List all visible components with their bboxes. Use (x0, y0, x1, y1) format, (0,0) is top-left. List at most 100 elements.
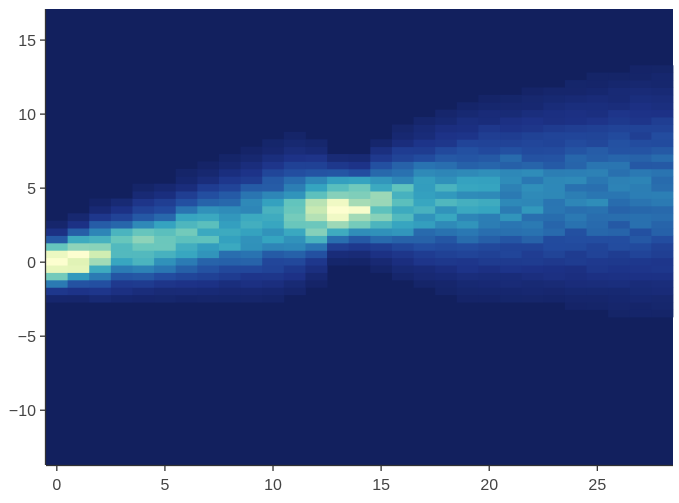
heatmap-cell (154, 250, 177, 259)
heatmap-cell (348, 250, 371, 259)
heatmap-cell (370, 213, 393, 222)
heatmap-cell (67, 250, 90, 259)
heatmap-cell (586, 109, 609, 118)
heatmap-cell (478, 139, 501, 148)
heatmap-cell (435, 154, 458, 162)
y-tick-label: 0 (27, 255, 36, 272)
heatmap-cell (564, 168, 587, 177)
heatmap-cell (218, 205, 241, 214)
heatmap-cell (240, 168, 263, 177)
heatmap-cell (67, 235, 90, 244)
x-tick-label: 25 (588, 477, 606, 494)
heatmap-cell (651, 228, 674, 236)
heatmap-cell (327, 191, 350, 199)
heatmap-cell (435, 228, 458, 236)
heatmap-cell (651, 80, 674, 88)
heatmap-cell (240, 287, 263, 296)
heatmap-cell (218, 168, 241, 177)
heatmap-cell (110, 235, 133, 244)
heatmap-cell (435, 220, 458, 229)
heatmap-cell (132, 257, 155, 266)
heatmap-cell (500, 250, 523, 259)
heatmap-cell (586, 161, 609, 170)
heatmap-cell (327, 205, 350, 214)
heatmap-cell (586, 205, 609, 214)
heatmap-cell (586, 183, 609, 192)
heatmap-cell (478, 94, 501, 103)
heatmap-cell (478, 102, 501, 111)
heatmap-cell (391, 154, 414, 162)
heatmap-cell (89, 272, 112, 281)
heatmap-cell (629, 265, 652, 273)
heatmap-cell (500, 198, 523, 207)
heatmap-cell (456, 176, 479, 185)
heatmap-cell (629, 242, 652, 251)
heatmap-cell (564, 279, 587, 288)
heatmap-cell (218, 242, 241, 251)
heatmap-cell (629, 65, 652, 74)
heatmap-cell (110, 272, 133, 281)
heatmap-cell (586, 242, 609, 251)
heatmap-cell (154, 228, 177, 236)
heatmap-cell (608, 146, 631, 155)
heatmap-cell (478, 235, 501, 244)
heatmap-cell (154, 287, 177, 296)
y-axis: −10 −5 0 5 10 15 (9, 9, 47, 465)
heatmap-cell (564, 161, 587, 170)
heatmap-cell (543, 191, 566, 199)
heatmap-cell (435, 205, 458, 214)
heatmap-cell (46, 220, 69, 229)
heatmap-cell (370, 220, 393, 229)
heatmap-cell (543, 265, 566, 273)
heatmap-cell (110, 228, 133, 236)
heatmap-cell (651, 102, 674, 111)
heatmap-cell (543, 117, 566, 125)
heatmap-cell (543, 213, 566, 222)
heatmap-cell (175, 272, 198, 281)
heatmap-cell (262, 191, 285, 199)
heatmap-cell (543, 94, 566, 103)
heatmap-cell (154, 191, 177, 199)
heatmap-cell (564, 250, 587, 259)
heatmap-cell (413, 279, 436, 288)
heatmap-cell (240, 250, 263, 259)
heatmap-cell (175, 265, 198, 273)
heatmap-cell (262, 228, 285, 236)
plot-area (46, 9, 674, 465)
heatmap-cell (456, 102, 479, 111)
heatmap-cell (132, 220, 155, 229)
heatmap-cell (543, 228, 566, 236)
heatmap-cell (391, 257, 414, 266)
heatmap-cell (67, 272, 90, 281)
heatmap-cell (564, 117, 587, 125)
heatmap-cell (521, 146, 544, 155)
heatmap-cell (500, 109, 523, 118)
heatmap-cell (435, 161, 458, 170)
heatmap-cell (89, 242, 112, 251)
heatmap-cell (240, 146, 263, 155)
heatmap-cell (391, 176, 414, 185)
heatmap-cell (543, 154, 566, 162)
heatmap-cell (132, 228, 155, 236)
heatmap-cell (608, 250, 631, 259)
heatmap-cell (543, 250, 566, 259)
heatmap-cell (564, 94, 587, 103)
heatmap-cell (283, 205, 306, 214)
heatmap-cell (456, 287, 479, 296)
heatmap-cell (413, 228, 436, 236)
heatmap-cell (564, 294, 587, 303)
heatmap-cell (89, 205, 112, 214)
heatmap-cell (218, 272, 241, 281)
heatmap-cell (89, 235, 112, 244)
heatmap-cell (348, 198, 371, 207)
heatmap-cell (305, 146, 328, 155)
heatmap-cell (543, 257, 566, 266)
heatmap-cell (608, 124, 631, 133)
heatmap-cell (651, 94, 674, 103)
heatmap-cell (500, 191, 523, 199)
heatmap-cell (629, 183, 652, 192)
heatmap-cell (262, 279, 285, 288)
heatmap-cell (154, 294, 177, 303)
heatmap-cell (521, 250, 544, 259)
heatmap-cell (586, 168, 609, 177)
